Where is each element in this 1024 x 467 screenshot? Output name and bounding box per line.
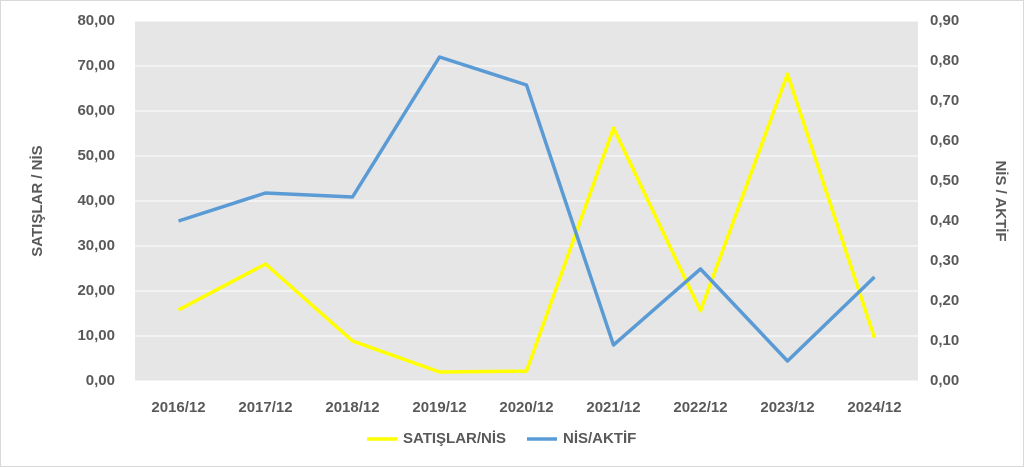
y2-tick-label: 0,40 — [930, 212, 959, 229]
y2-tick-label: 0,10 — [930, 332, 959, 349]
x-tick-label: 2023/12 — [760, 399, 814, 416]
y-axis-title: SATIŞLAR / NİS — [29, 145, 46, 256]
x-tick-label: 2021/12 — [586, 399, 640, 416]
y2-tick-label: 0,20 — [930, 292, 959, 309]
line-series — [177, 72, 877, 374]
x-tick-label: 2019/12 — [412, 399, 466, 416]
y2-tick-label: 0,80 — [930, 52, 959, 69]
y-tick-label: 0,00 — [86, 372, 115, 389]
y-tick-label: 60,00 — [77, 102, 115, 119]
x-tick-label: 2017/12 — [238, 399, 292, 416]
y2-tick-label: 0,70 — [930, 92, 959, 109]
y-tick-label: 70,00 — [77, 57, 115, 74]
x-tick-label: 2024/12 — [847, 399, 901, 416]
legend-label: SATIŞLAR/NİS — [403, 430, 506, 447]
line-series — [177, 55, 876, 363]
x-tick-label: 2018/12 — [325, 399, 379, 416]
legend-label: NİS/AKTİF — [563, 430, 636, 447]
x-tick-label: 2020/12 — [499, 399, 553, 416]
y-tick-label: 40,00 — [77, 192, 115, 209]
y-tick-label: 20,00 — [77, 282, 115, 299]
y2-tick-label: 0,90 — [930, 12, 959, 29]
y-tick-label: 50,00 — [77, 147, 115, 164]
y2-tick-label: 0,00 — [930, 372, 959, 389]
y2-tick-label: 0,50 — [930, 172, 959, 189]
y-tick-label: 10,00 — [77, 327, 115, 344]
y-tick-label: 30,00 — [77, 237, 115, 254]
x-tick-label: 2016/12 — [151, 399, 205, 416]
y2-tick-label: 0,60 — [930, 132, 959, 149]
y-tick-label: 80,00 — [77, 12, 115, 29]
y2-tick-label: 0,30 — [930, 252, 959, 269]
y2-axis-title: NİS / AKTİF — [992, 160, 1009, 241]
x-tick-label: 2022/12 — [673, 399, 727, 416]
